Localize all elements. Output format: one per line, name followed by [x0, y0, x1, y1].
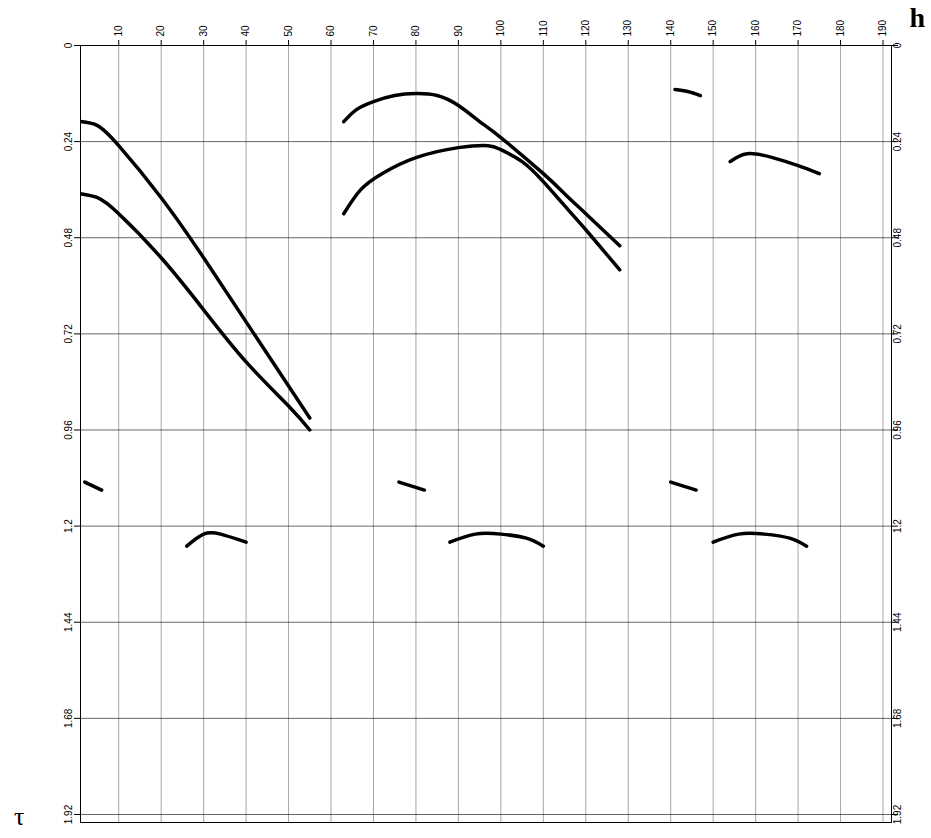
svg-text:1.44: 1.44 — [63, 612, 74, 632]
svg-text:0.72: 0.72 — [63, 324, 74, 344]
svg-text:0.72: 0.72 — [892, 324, 903, 344]
svg-text:20: 20 — [155, 25, 166, 37]
svg-text:0.96: 0.96 — [63, 420, 74, 440]
svg-text:70: 70 — [368, 25, 379, 37]
svg-text:110: 110 — [538, 20, 549, 36]
svg-text:1.92: 1.92 — [892, 804, 903, 824]
svg-text:60: 60 — [325, 25, 336, 37]
svg-text:0.96: 0.96 — [892, 420, 903, 440]
svg-text:120: 120 — [580, 19, 591, 36]
svg-text:30: 30 — [198, 25, 209, 37]
svg-text:100: 100 — [495, 19, 506, 36]
svg-text:170: 170 — [792, 19, 803, 36]
svg-text:0.48: 0.48 — [63, 228, 74, 248]
svg-text:0: 0 — [892, 42, 903, 48]
svg-text:0.24: 0.24 — [892, 131, 903, 151]
svg-text:140: 140 — [665, 19, 676, 36]
html-text:τ: τ — [14, 802, 25, 831]
svg-text:90: 90 — [453, 25, 464, 37]
svg-text:1.2: 1.2 — [892, 519, 903, 533]
svg-text:190: 190 — [877, 19, 888, 36]
svg-text:1.44: 1.44 — [892, 612, 903, 632]
svg-text:1.92: 1.92 — [63, 804, 74, 824]
svg-text:160: 160 — [750, 19, 761, 36]
svg-text:0.48: 0.48 — [892, 228, 903, 248]
svg-text:1.2: 1.2 — [63, 519, 74, 533]
svg-text:1.68: 1.68 — [63, 708, 74, 728]
svg-text:50: 50 — [283, 25, 294, 37]
svg-text:1.68: 1.68 — [892, 708, 903, 728]
svg-text:150: 150 — [707, 19, 718, 36]
html-text:h: h — [909, 2, 925, 33]
svg-text:40: 40 — [240, 25, 251, 37]
svg-text:130: 130 — [622, 19, 633, 36]
svg-text:180: 180 — [835, 19, 846, 36]
svg-text:0.24: 0.24 — [63, 131, 74, 151]
svg-text:10: 10 — [113, 25, 124, 37]
svg-text:80: 80 — [410, 25, 421, 37]
svg-text:0: 0 — [63, 42, 74, 48]
